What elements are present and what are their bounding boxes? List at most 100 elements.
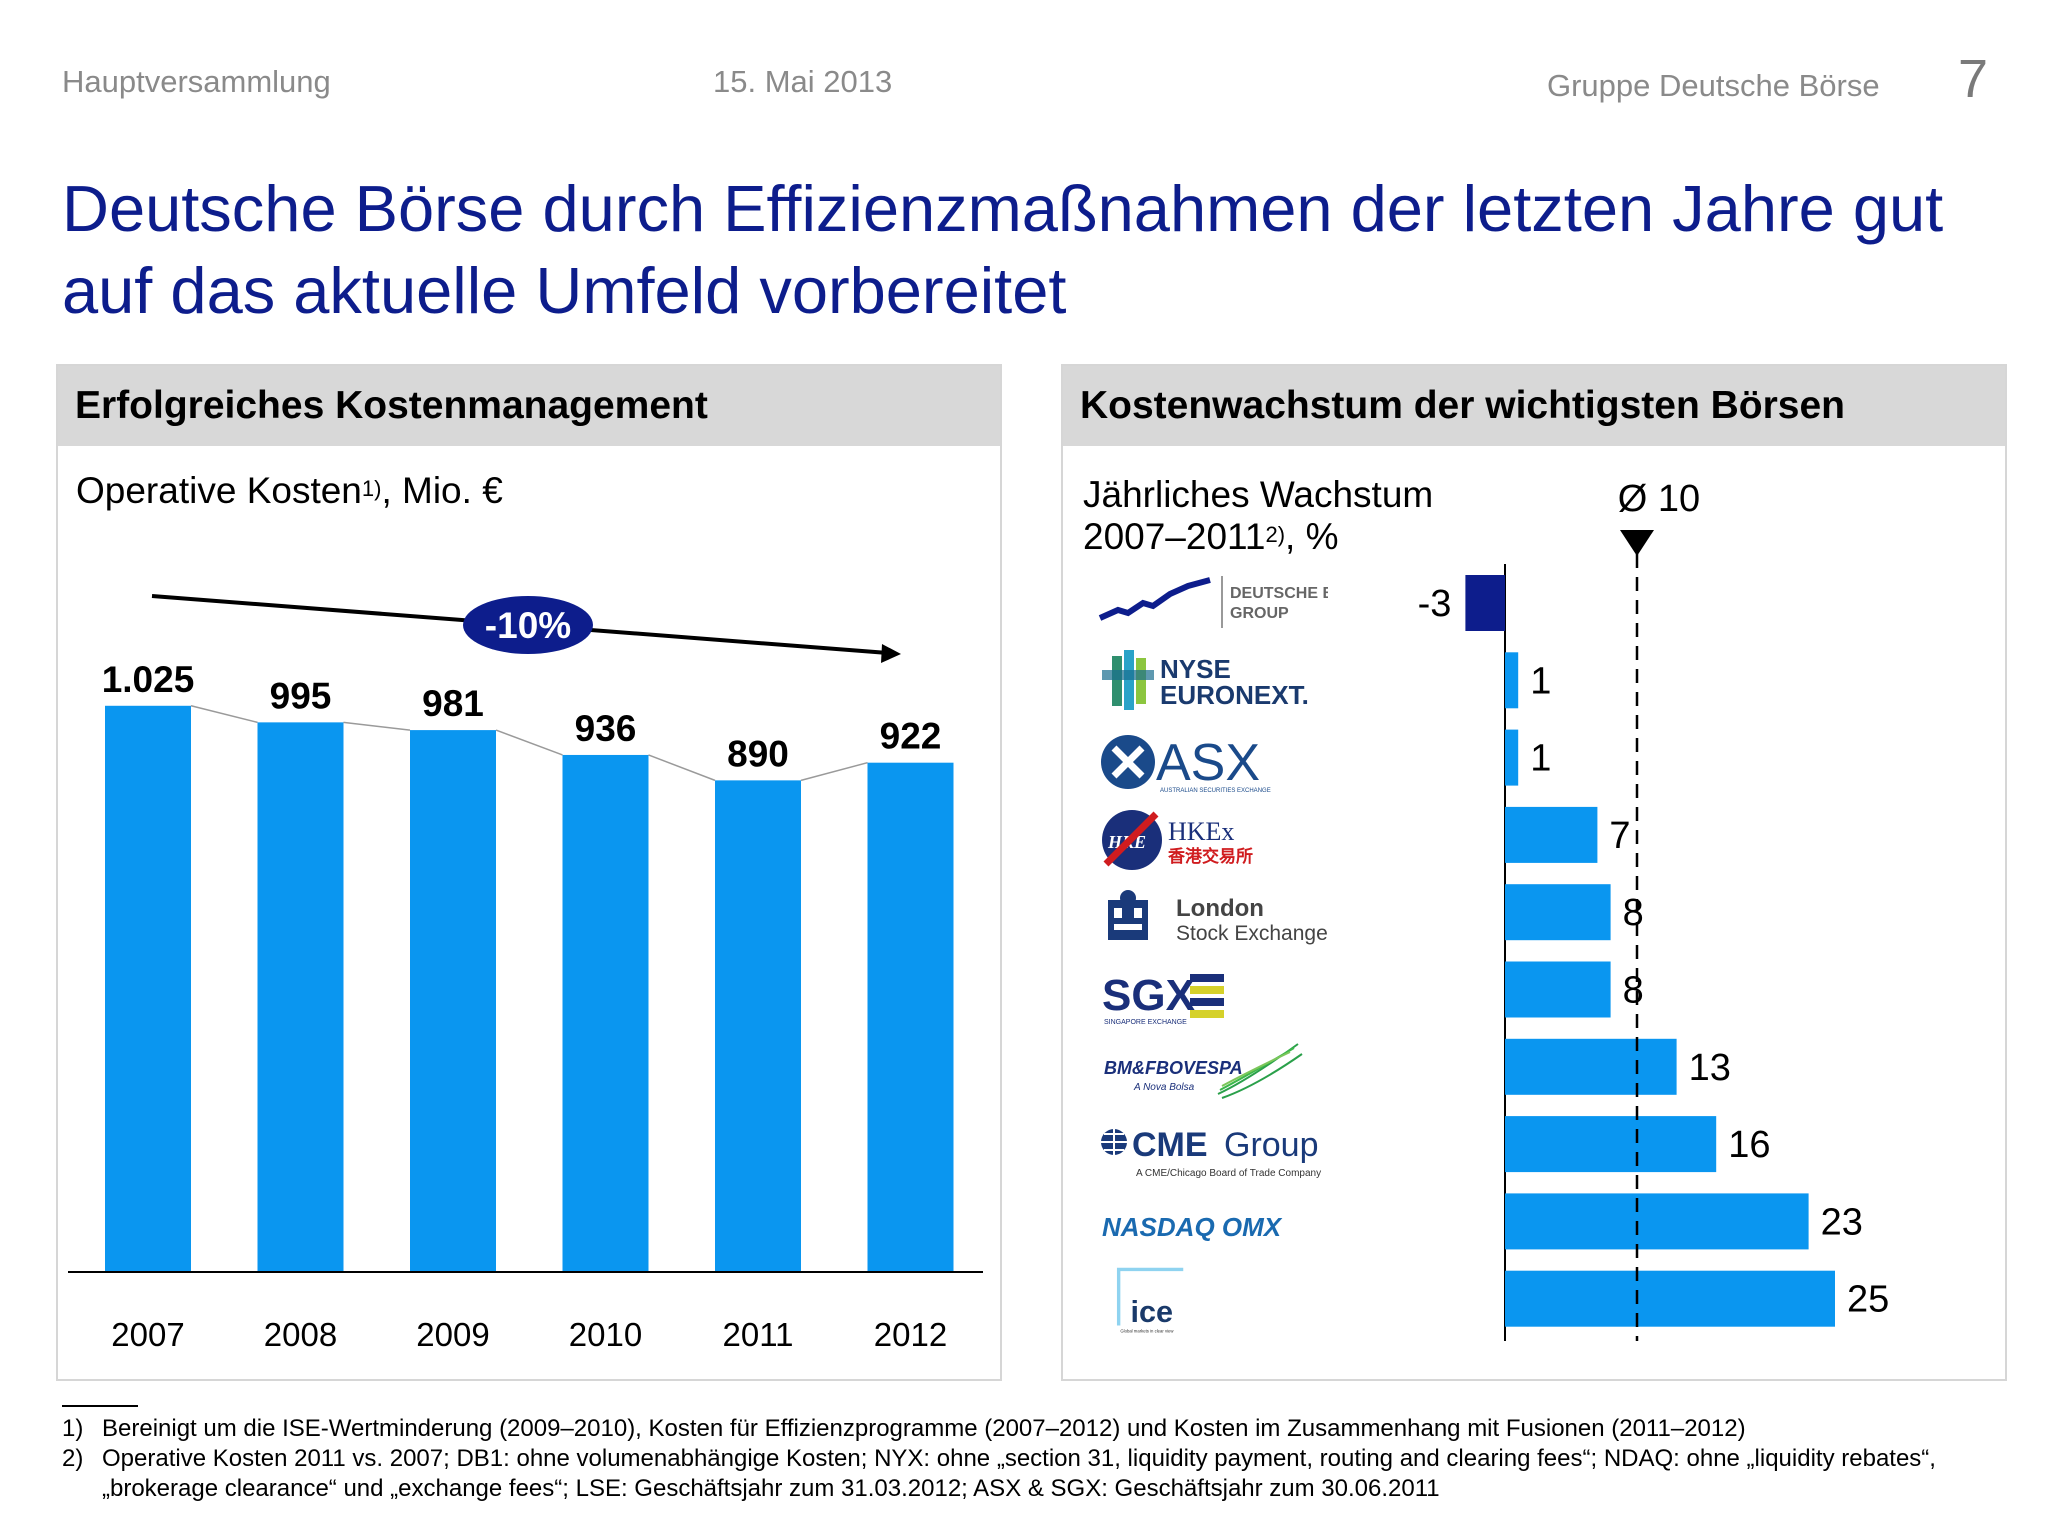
panel-heading-right: Kostenwachstum der wichtigsten Börsen xyxy=(1063,366,2005,446)
logo-text: ice xyxy=(1131,1295,1174,1329)
connector-line xyxy=(343,721,411,731)
logo-text: ASX xyxy=(1156,734,1260,792)
operating-costs-bar-chart: 1.025 2007 995 2008 981 2009 936 2010 890 2011 922… xyxy=(68,594,983,1353)
bar-ice xyxy=(1505,1270,1835,1327)
sgx-logo: SGX SINGAPORE EXCHANGE xyxy=(1102,971,1224,1026)
bar-2009 xyxy=(410,730,496,1272)
data-label: -3 xyxy=(1418,583,1452,625)
data-label-2012: 922 xyxy=(880,716,942,757)
bar-london-stock-exchange xyxy=(1505,884,1611,941)
trend-label: -10% xyxy=(485,605,571,646)
data-label: 8 xyxy=(1623,892,1644,934)
header-company: Gruppe Deutsche Börse xyxy=(1547,68,1880,103)
cost-growth-panel: Kostenwachstum der wichtigsten Börsen Jä… xyxy=(1061,364,2007,1381)
data-label: 1 xyxy=(1530,660,1551,702)
logo-text: A Nova Bolsa xyxy=(1133,1082,1195,1093)
subtitle-text: Operative Kosten xyxy=(76,470,362,511)
subtitle-unit: , % xyxy=(1285,516,1339,557)
bar-bm-fbovespa xyxy=(1505,1038,1677,1095)
connector-line xyxy=(190,705,258,724)
right-chart-subtitle: Jährliches Wachstum 2007–20112), % xyxy=(1083,474,1433,558)
data-label: 16 xyxy=(1728,1124,1770,1166)
cost-management-panel: Erfolgreiches Kostenmanagement Operative… xyxy=(56,364,1002,1381)
panel-heading-left: Erfolgreiches Kostenmanagement xyxy=(58,366,1000,446)
subtitle-footnote-ref: 2) xyxy=(1265,522,1286,547)
data-label-2010: 936 xyxy=(575,708,637,749)
page-title: Deutsche Börse durch Effizienzmaßnahmen … xyxy=(62,172,1944,327)
x-tick-2012: 2012 xyxy=(874,1316,947,1353)
bar-2012 xyxy=(867,762,954,1272)
data-label: 25 xyxy=(1847,1279,1889,1321)
bmf-bovespa-logo: BM&FBOVESPA A Nova Bolsa xyxy=(1104,1043,1303,1099)
x-tick-2011: 2011 xyxy=(723,1316,794,1353)
logo-text: Global markets in clear view xyxy=(1120,1328,1174,1333)
connector-line xyxy=(800,761,868,782)
logo-text: London xyxy=(1176,895,1264,922)
logo-text: NYSE xyxy=(1160,654,1231,684)
trend-badge xyxy=(463,596,593,654)
logo-text: AUSTRALIAN SECURITIES EXCHANGE xyxy=(1160,788,1271,794)
logo-text: 香港交易所 xyxy=(1168,846,1253,867)
data-label: 8 xyxy=(1623,970,1644,1012)
data-label: 1 xyxy=(1530,738,1551,780)
bar-2008 xyxy=(257,722,344,1272)
average-label: Ø 10 xyxy=(1618,478,1700,520)
logo-text: A CME/Chicago Board of Trade Company xyxy=(1136,1168,1321,1179)
connector-line xyxy=(648,754,716,782)
x-tick-2007: 2007 xyxy=(111,1316,184,1353)
bar-nasdaq-omx xyxy=(1505,1193,1809,1250)
footnote-text: Operative Kosten 2011 vs. 2007; DB1: ohn… xyxy=(102,1445,1936,1502)
nasdaq-omx-logo: NASDAQ OMX xyxy=(1102,1212,1283,1242)
header-event: Hauptversammlung xyxy=(62,64,331,99)
data-label-2008: 995 xyxy=(270,675,332,716)
logo-text: DEUTSCHE BÖRSE xyxy=(1230,583,1328,602)
x-tick-2009: 2009 xyxy=(416,1316,489,1353)
logo-text: SINGAPORE EXCHANGE xyxy=(1104,1019,1187,1026)
trend-arrow-head xyxy=(881,644,901,663)
logo-text: EURONEXT. xyxy=(1160,680,1309,710)
subtitle-line1: Jährliches Wachstum xyxy=(1083,474,1434,515)
bar-asx xyxy=(1505,729,1519,786)
data-label-2011: 890 xyxy=(727,733,789,774)
logo-text: Group xyxy=(1224,1126,1319,1164)
footnote-number: 2) xyxy=(62,1445,84,1472)
average-marker xyxy=(1620,530,1654,556)
x-tick-2010: 2010 xyxy=(569,1316,642,1353)
bar-hkex xyxy=(1505,806,1598,863)
bar-sgx xyxy=(1505,961,1611,1018)
logo-text: CME xyxy=(1132,1126,1208,1164)
footnote-number: 1) xyxy=(62,1415,84,1442)
london-stock-exchange-logo: London Stock Exchange xyxy=(1108,890,1328,945)
data-label-2007: 1.025 xyxy=(102,659,195,700)
logo-text: GROUP xyxy=(1230,605,1289,622)
nyse-euronext-logo: NYSE EURONEXT. xyxy=(1102,650,1309,710)
bar-2010 xyxy=(562,754,649,1272)
ice-logo: ice Global markets in clear view xyxy=(1116,1267,1184,1333)
deutsche-boerse-logo: DEUTSCHE BÖRSE GROUP xyxy=(1098,576,1328,628)
page-number: 7 xyxy=(1958,49,1989,109)
hkex-logo: HKE HKEx 香港交易所 xyxy=(1102,810,1253,870)
cost-growth-bar-chart: -3 1 1 7 8 8 13 16 23 25 Ø 10 xyxy=(1418,478,1889,1341)
header-date: 15. Mai 2013 xyxy=(713,64,893,99)
bar-nyse-euronext xyxy=(1505,652,1519,709)
logo-text: SGX xyxy=(1102,971,1195,1020)
data-label-2009: 981 xyxy=(422,683,484,724)
connector-line xyxy=(495,729,563,756)
logo-text: HKEx xyxy=(1168,817,1234,846)
data-label: 23 xyxy=(1821,1201,1863,1243)
subtitle-footnote-ref: 1) xyxy=(361,476,382,501)
bar-2007 xyxy=(105,705,191,1272)
logo-text: NASDAQ OMX xyxy=(1102,1212,1283,1242)
bar-deutsche-b-rse-group xyxy=(1465,575,1505,631)
cme-group-logo: CME Group A CME/Chicago Board of Trade C… xyxy=(1101,1126,1321,1179)
footnote-text: Bereinigt um die ISE-Wertminderung (2009… xyxy=(102,1415,1746,1442)
subtitle-period: 2007–2011 xyxy=(1083,516,1266,557)
data-label: 7 xyxy=(1609,815,1630,857)
footnote-divider xyxy=(62,1405,138,1407)
bar-cme-group xyxy=(1505,1116,1717,1173)
subtitle-unit: , Mio. € xyxy=(381,470,503,511)
bar-2011 xyxy=(715,780,801,1272)
x-tick-2008: 2008 xyxy=(264,1316,337,1353)
asx-logo: ASX AUSTRALIAN SECURITIES EXCHANGE xyxy=(1101,734,1271,794)
data-label: 13 xyxy=(1689,1047,1731,1089)
